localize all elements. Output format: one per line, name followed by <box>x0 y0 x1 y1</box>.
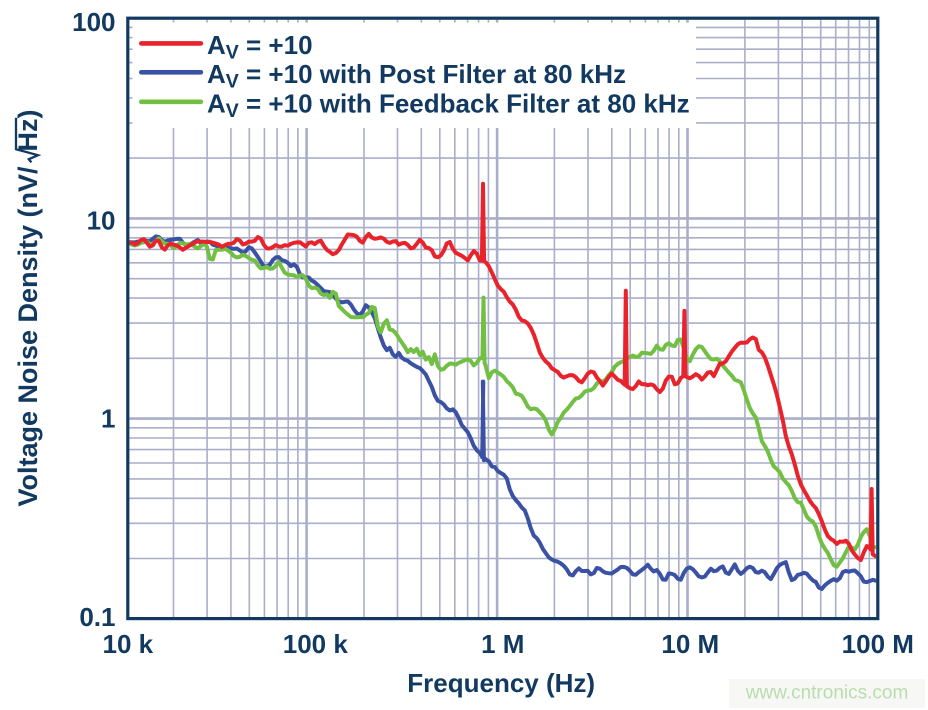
svg-text:1 M: 1 M <box>481 629 524 659</box>
svg-text:AV = +10 with Post Filter at 8: AV = +10 with Post Filter at 80 kHz <box>207 59 626 93</box>
svg-text:Frequency (Hz): Frequency (Hz) <box>407 668 595 698</box>
svg-text:AV = +10: AV = +10 <box>207 30 313 64</box>
svg-text:10 k: 10 k <box>102 629 153 659</box>
svg-text:www.cntronics.com: www.cntronics.com <box>745 683 909 704</box>
svg-text:AV = +10 with Feedback Filter: AV = +10 with Feedback Filter at 80 kHz <box>207 88 690 122</box>
svg-text:100: 100 <box>72 7 115 37</box>
svg-text:0.1: 0.1 <box>79 602 115 632</box>
svg-text:100 M: 100 M <box>842 629 914 659</box>
svg-text:10 M: 10 M <box>661 629 719 659</box>
svg-text:Voltage Noise Density (nV/ Hz: Voltage Noise Density (nV/ Hz) <box>13 109 43 506</box>
svg-text:10: 10 <box>87 205 116 235</box>
svg-text:1: 1 <box>101 404 115 434</box>
svg-text:100 k: 100 k <box>283 629 349 659</box>
